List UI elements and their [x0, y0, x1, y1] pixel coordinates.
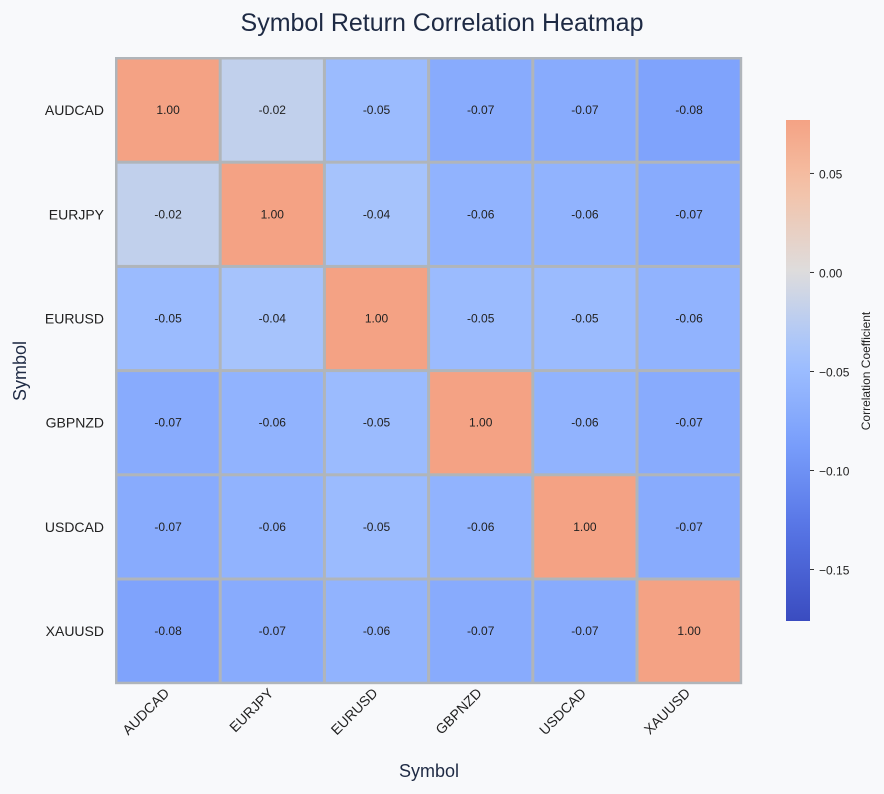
- cell-value-label: -0.05: [154, 312, 182, 326]
- y-tick-label: GBPNZD: [46, 415, 104, 431]
- heatmap-cell: [430, 59, 532, 161]
- cell-value-label: -0.07: [675, 416, 703, 430]
- x-tick-label: USDCAD: [536, 685, 589, 738]
- y-tick-label: USDCAD: [45, 519, 104, 535]
- cell-value-label: -0.08: [675, 103, 703, 117]
- x-tick-label: XAUUSD: [641, 685, 694, 738]
- y-tick-label: EURUSD: [45, 311, 104, 327]
- heatmap-cell: [638, 267, 740, 370]
- cell-value-label: -0.02: [259, 103, 287, 117]
- cell-value-label: -0.07: [675, 520, 703, 534]
- cell-value-label: -0.07: [467, 624, 495, 638]
- cell-value-label: -0.06: [363, 624, 391, 638]
- heatmap-cell: [534, 372, 636, 474]
- y-tick-label: XAUUSD: [46, 623, 104, 639]
- x-axis-label: Symbol: [399, 761, 459, 781]
- heatmap-cell: [117, 163, 219, 265]
- heatmap-cell: [534, 59, 636, 161]
- heatmap-cell: [430, 372, 532, 474]
- cell-value-label: -0.06: [467, 207, 495, 221]
- cell-value-label: -0.05: [467, 312, 495, 326]
- colorbar-tick-label: 0.00: [819, 266, 843, 280]
- chart-title: Symbol Return Correlation Heatmap: [241, 9, 644, 37]
- heatmap-cell: [117, 59, 219, 161]
- cell-value-label: 1.00: [261, 207, 285, 221]
- cell-value-label: -0.08: [154, 624, 182, 638]
- heatmap-cell: [430, 580, 532, 682]
- heatmap-cell: [221, 580, 323, 682]
- heatmap-cell: [117, 267, 219, 370]
- heatmap-cell: [534, 476, 636, 578]
- colorbar-tick-label: −0.15: [819, 564, 850, 578]
- heatmap-cell: [430, 163, 532, 265]
- colorbar-label: Correlation Coefficient: [859, 311, 873, 430]
- cell-value-label: -0.07: [154, 520, 182, 534]
- cell-value-label: 1.00: [677, 624, 701, 638]
- x-tick-label: GBPNZD: [432, 685, 485, 738]
- cell-value-label: -0.02: [154, 207, 182, 221]
- heatmap-cell: [117, 372, 219, 474]
- cell-value-label: -0.06: [571, 416, 599, 430]
- colorbar-tick-label: −0.10: [819, 465, 850, 479]
- heatmap-cell: [325, 580, 428, 682]
- cell-value-label: -0.06: [259, 416, 287, 430]
- heatmap-cell: [638, 580, 740, 682]
- cell-value-label: -0.07: [154, 416, 182, 430]
- heatmap-cell: [221, 372, 323, 474]
- y-tick-label: AUDCAD: [45, 102, 104, 118]
- heatmap-cell: [221, 476, 323, 578]
- heatmap-cell: [638, 372, 740, 474]
- heatmap-cell: [638, 476, 740, 578]
- cell-value-label: -0.07: [571, 624, 599, 638]
- heatmap-cell: [221, 163, 323, 265]
- cell-value-label: 1.00: [156, 103, 180, 117]
- cell-value-label: 1.00: [365, 312, 389, 326]
- y-tick-label: EURJPY: [49, 206, 105, 222]
- heatmap-cell: [534, 163, 636, 265]
- cell-value-label: -0.07: [259, 624, 287, 638]
- x-tick-label: EURJPY: [226, 684, 277, 735]
- heatmap-cell: [117, 580, 219, 682]
- heatmap-cell: [638, 59, 740, 161]
- cell-value-label: -0.05: [363, 103, 391, 117]
- heatmap-cell: [430, 267, 532, 370]
- heatmap-cell: [638, 163, 740, 265]
- cell-value-label: -0.04: [259, 312, 287, 326]
- heatmap-cell: [325, 163, 428, 265]
- cell-value-label: -0.05: [571, 312, 599, 326]
- colorbar-tick-label: 0.05: [819, 167, 843, 181]
- heatmap-cell: [325, 372, 428, 474]
- heatmap-cell: [534, 267, 636, 370]
- x-tick-label: AUDCAD: [119, 685, 172, 738]
- heatmap-cell: [430, 476, 532, 578]
- heatmap-cell: [221, 59, 323, 161]
- colorbar-tick-label: −0.05: [819, 365, 850, 379]
- cell-value-label: -0.06: [675, 312, 703, 326]
- cell-value-label: -0.07: [571, 103, 599, 117]
- cell-value-label: 1.00: [573, 520, 597, 534]
- cell-value-label: -0.07: [467, 103, 495, 117]
- heatmap-cell: [221, 267, 323, 370]
- heatmap-cell: [325, 59, 428, 161]
- cell-value-label: -0.04: [363, 207, 391, 221]
- heatmap-grid-background: [115, 57, 743, 685]
- y-axis-label: Symbol: [10, 341, 30, 401]
- cell-value-label: -0.06: [467, 520, 495, 534]
- x-tick-label: EURUSD: [327, 685, 380, 738]
- cell-value-label: -0.07: [675, 207, 703, 221]
- colorbar: [786, 120, 810, 621]
- cell-value-label: -0.06: [259, 520, 287, 534]
- cell-value-label: -0.05: [363, 520, 391, 534]
- cell-value-label: -0.05: [363, 416, 391, 430]
- heatmap-cell: [534, 580, 636, 682]
- heatmap-cell: [117, 476, 219, 578]
- heatmap-cell: [325, 476, 428, 578]
- heatmap-cell: [325, 267, 428, 370]
- cell-value-label: -0.06: [571, 207, 599, 221]
- cell-value-label: 1.00: [469, 416, 493, 430]
